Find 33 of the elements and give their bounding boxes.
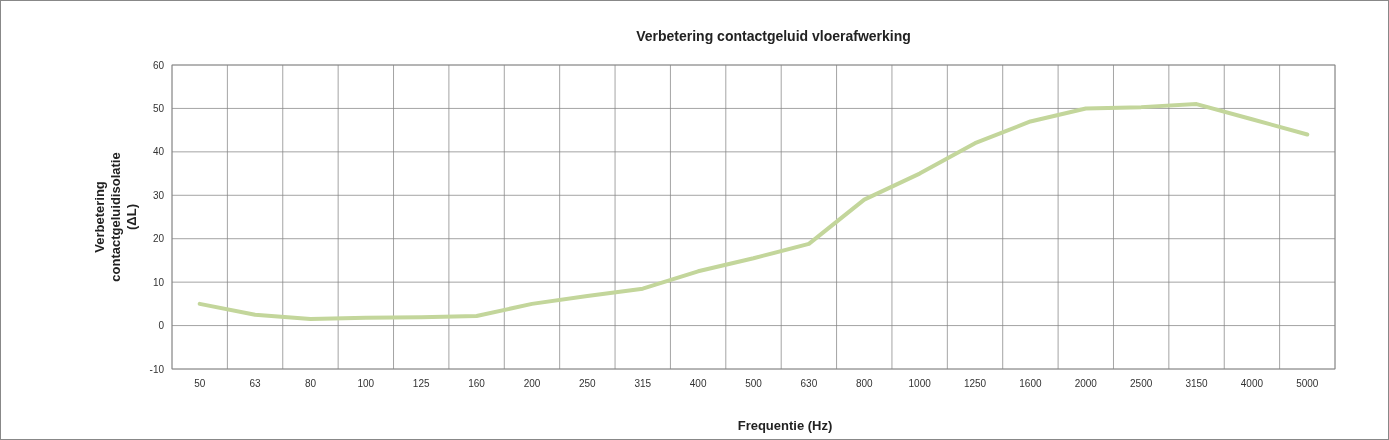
x-tick-label: 2500 bbox=[1130, 378, 1153, 389]
y-tick-label: 10 bbox=[152, 276, 165, 288]
x-tick-label: 500 bbox=[745, 378, 763, 389]
y-axis-title: Verbetering contactgeluidisolatie (ΔL) bbox=[92, 152, 139, 282]
y-tick-label: 30 bbox=[152, 189, 165, 201]
x-tick-label: 3150 bbox=[1185, 378, 1209, 389]
x-tick-label: 800 bbox=[855, 378, 874, 389]
x-tick-label: 630 bbox=[800, 378, 818, 389]
x-tick-label: 50 bbox=[194, 378, 206, 389]
x-tick-label: 4000 bbox=[1240, 378, 1264, 389]
y-tick-label: 50 bbox=[152, 102, 165, 114]
y-tick-label: 0 bbox=[158, 320, 165, 332]
x-tick-label: 160 bbox=[468, 378, 486, 389]
x-tick-label: 5000 bbox=[1296, 378, 1319, 389]
chart-title: Verbetering contactgeluid vloerafwerking bbox=[636, 28, 911, 44]
y-tick-label: 40 bbox=[152, 146, 165, 158]
x-tick-label: 125 bbox=[412, 378, 430, 389]
y-tick-label: 60 bbox=[152, 59, 165, 71]
y-tick-label: 20 bbox=[152, 233, 165, 245]
x-tick-label: 100 bbox=[357, 378, 375, 389]
x-tick-label: 315 bbox=[634, 378, 652, 389]
x-tick-label: 2000 bbox=[1074, 378, 1098, 389]
x-tick-label: 200 bbox=[523, 378, 541, 389]
x-tick-label: 250 bbox=[579, 378, 597, 389]
x-tick-label: 80 bbox=[304, 378, 317, 389]
x-tick-label: 1600 bbox=[1019, 378, 1042, 389]
x-tick-label: 63 bbox=[249, 378, 262, 389]
x-tick-label: 1000 bbox=[908, 378, 932, 389]
y-tick-label: -10 bbox=[149, 363, 165, 375]
line-series bbox=[197, 102, 1310, 322]
x-tick-label: 1250 bbox=[963, 378, 987, 389]
x-axis-title: Frequentie (Hz) bbox=[737, 418, 833, 433]
x-tick-label: 400 bbox=[689, 378, 707, 389]
